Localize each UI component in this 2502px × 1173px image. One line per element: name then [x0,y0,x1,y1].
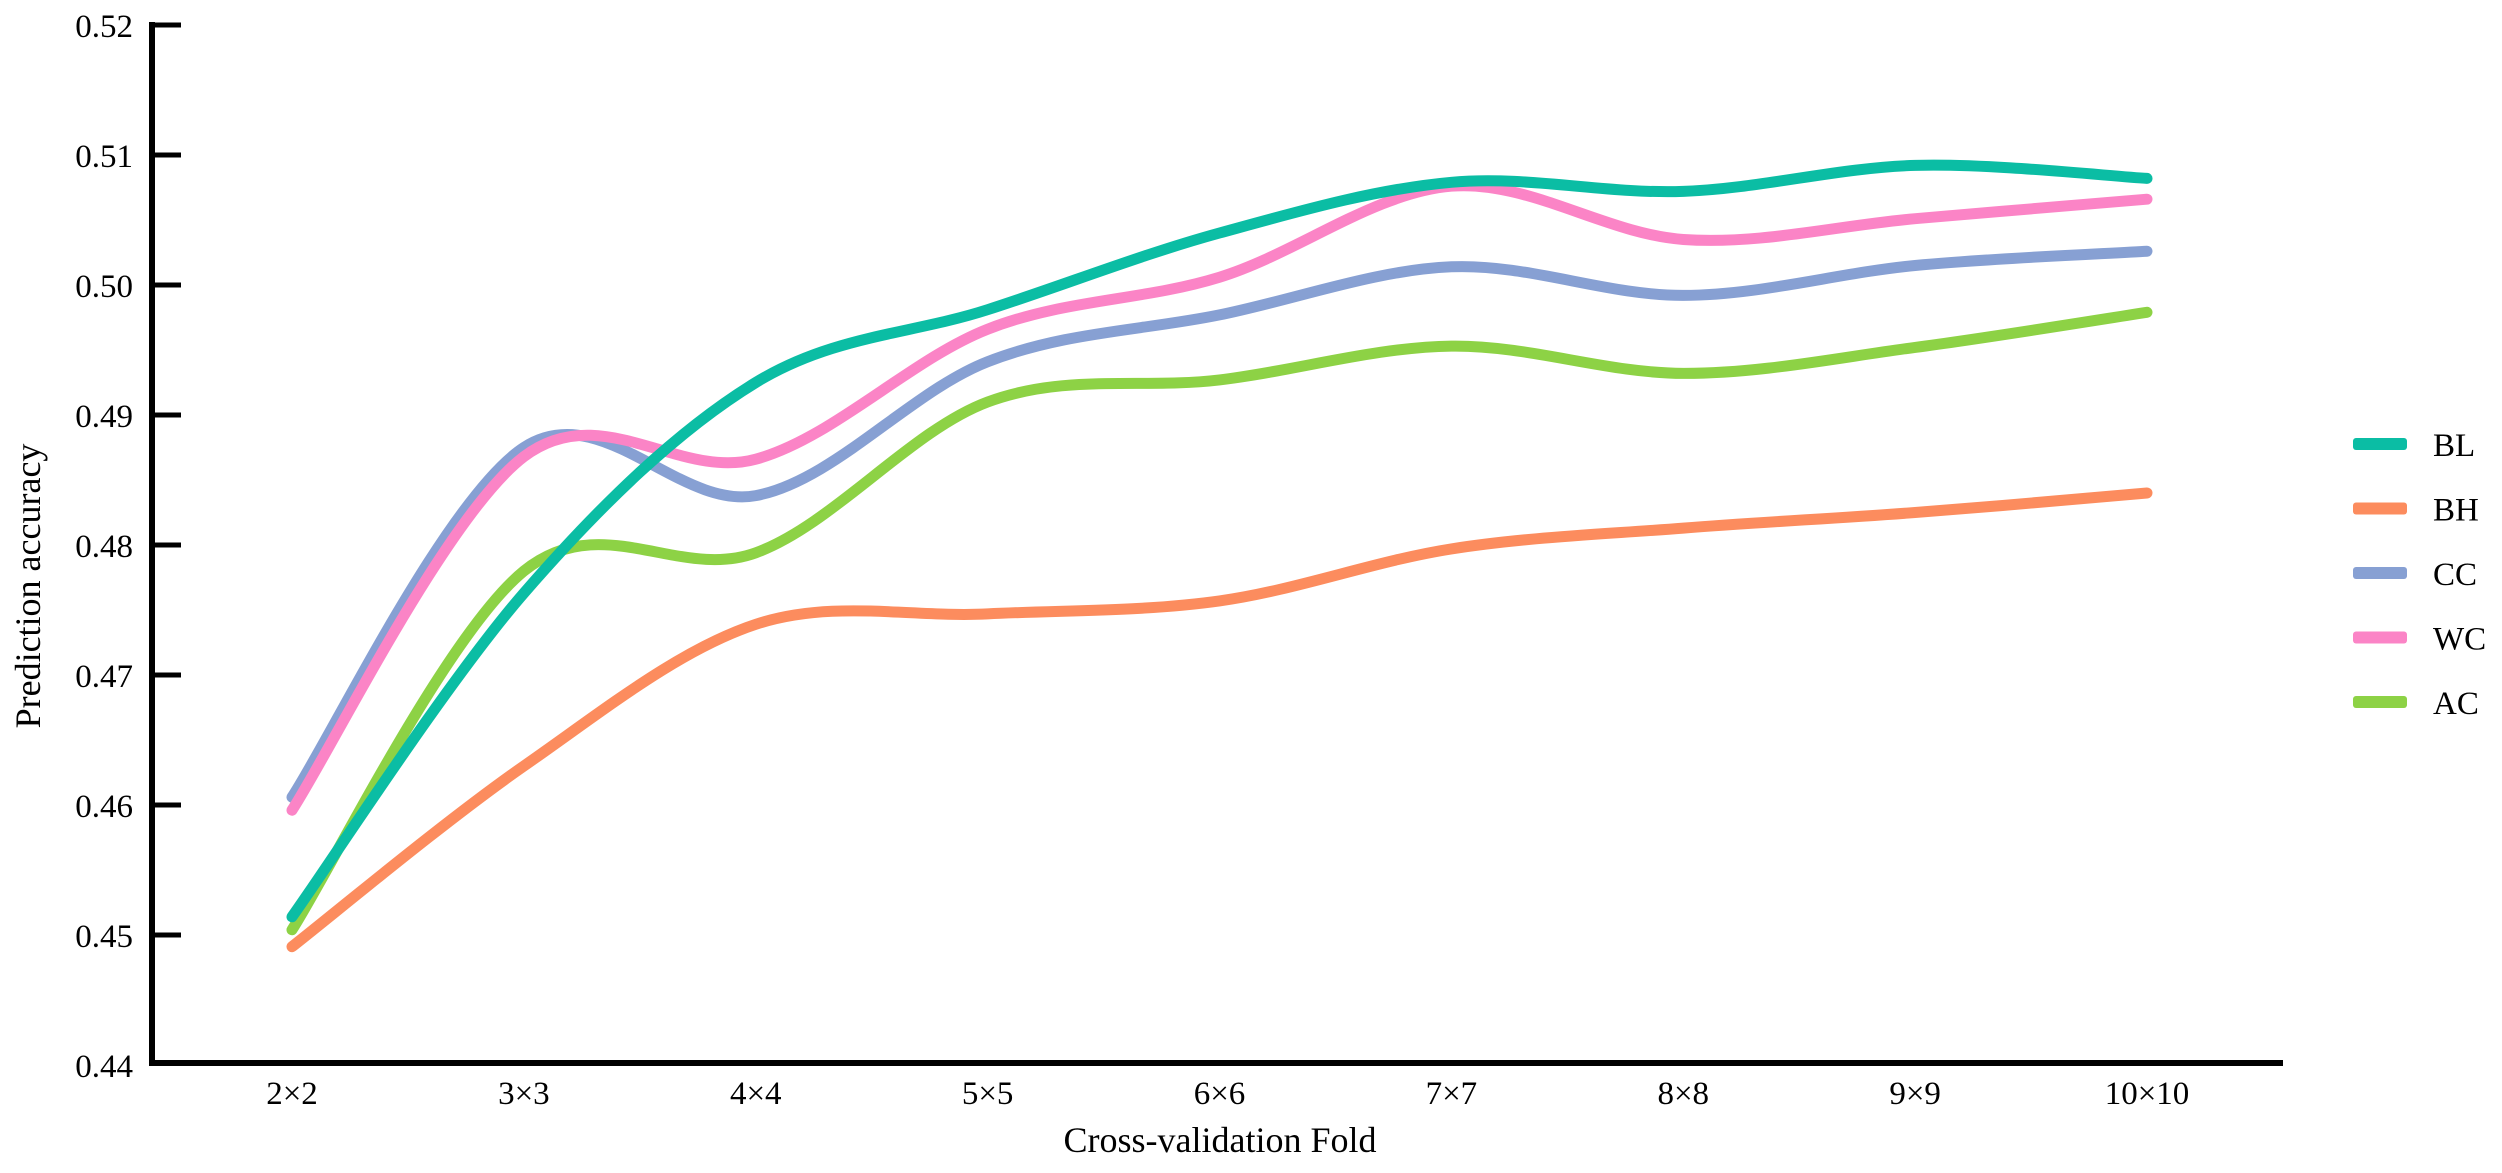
legend-swatch-WC [2353,631,2407,644]
legend-label-BL: BL [2433,428,2475,464]
x-tick-label: 9×9 [1889,1076,1941,1112]
y-tick-label: 0.50 [75,269,133,305]
series-line-BH [286,487,2153,953]
x-tick-label: 5×5 [962,1076,1014,1112]
x-axis-title: Cross-validation Fold [1064,1120,1377,1160]
x-tick-label: 7×7 [1426,1076,1478,1112]
x-tick-label: 3×3 [498,1076,550,1112]
legend-label-BH: BH [2433,493,2479,529]
x-tick-label: 6×6 [1194,1076,1246,1112]
y-tick-label: 0.51 [75,139,133,175]
legend-label-CC: CC [2433,557,2477,593]
series-line-BL [286,159,2153,923]
y-axis-ticks [155,22,181,938]
x-tick-label: 4×4 [730,1076,782,1112]
y-axis-title: Prediction accuracy [8,444,48,729]
legend-swatch-BH [2353,502,2407,515]
legend: BL BH CC WC AC [2353,428,2486,722]
legend-label-WC: WC [2433,622,2486,658]
x-tick-label: 2×2 [266,1076,318,1112]
legend-swatch-AC [2353,696,2407,708]
y-tick-label: 0.48 [75,529,133,565]
x-tick-label: 10×10 [2105,1076,2190,1112]
series-lines [286,159,2153,953]
y-tick-label: 0.45 [75,919,133,955]
series-line-CC [286,245,2153,803]
series-line-WC [286,180,2153,816]
y-tick-label: 0.47 [75,659,133,695]
y-tick-label: 0.44 [75,1049,133,1085]
y-tick-label: 0.52 [75,9,133,45]
legend-swatch-BL [2353,438,2407,450]
legend-label-AC: AC [2433,686,2479,722]
y-axis-tick-labels: 0.44 0.45 0.46 0.47 0.48 0.49 0.50 0.51 0.52 [75,9,133,1085]
legend-swatch-CC [2353,567,2407,579]
x-tick-label: 8×8 [1657,1076,1709,1112]
x-axis-tick-labels: 2×2 3×3 4×4 5×5 6×6 7×7 8×8 9×9 10×10 [266,1076,2189,1112]
series-line-AC [286,306,2153,936]
y-tick-label: 0.49 [75,399,133,435]
y-tick-label: 0.46 [75,789,133,825]
